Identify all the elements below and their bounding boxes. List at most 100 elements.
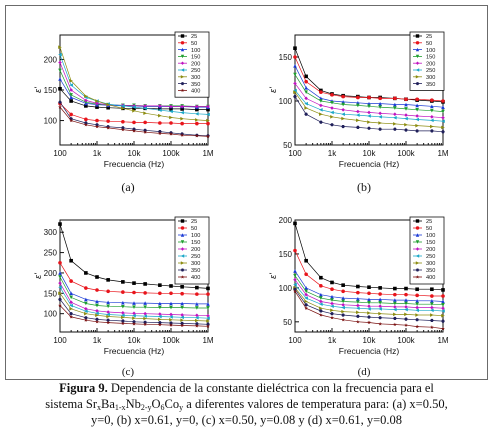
- data-point-100: [195, 302, 199, 306]
- data-point-100: [169, 301, 173, 306]
- data-point-200: [378, 111, 382, 116]
- data-point-400: [319, 313, 323, 317]
- y-tick-label: 150: [44, 289, 58, 298]
- data-point-200: [206, 104, 210, 109]
- x-tick-label: 1M: [437, 149, 448, 158]
- legend-label: 200: [426, 61, 435, 67]
- data-point-300: [69, 79, 73, 83]
- x-tick-label: 1M: [202, 336, 213, 345]
- data-point-300: [319, 306, 323, 311]
- data-point-100: [293, 64, 297, 68]
- data-point-400: [330, 315, 334, 320]
- data-point-250: [69, 303, 73, 308]
- data-point-200: [132, 311, 136, 316]
- legend-label: 100: [191, 233, 200, 239]
- data-point-200: [415, 114, 419, 118]
- data-point-25: [58, 222, 62, 226]
- data-point-150: [319, 99, 323, 103]
- data-point-25: [132, 281, 136, 285]
- y-axis-label: ε': [33, 273, 43, 279]
- x-tick-label: 1k: [328, 149, 337, 158]
- data-point-25: [206, 107, 210, 112]
- legend-marker: [180, 254, 185, 258]
- data-point-50: [293, 55, 297, 59]
- x-tick-label: 100: [288, 336, 302, 345]
- data-point-350: [430, 129, 434, 133]
- data-point-100: [132, 301, 136, 305]
- data-point-400: [169, 132, 173, 136]
- data-point-300: [121, 106, 125, 111]
- legend-label: 50: [426, 226, 432, 232]
- data-point-250: [356, 306, 360, 311]
- data-point-200: [404, 113, 408, 117]
- legend-box: [409, 31, 445, 91]
- y-tick-label: 150: [279, 250, 293, 259]
- x-tick-label: 10k: [128, 149, 142, 158]
- legend-marker: [180, 54, 185, 59]
- data-point-100: [378, 101, 382, 106]
- panel-label-c: (c): [121, 366, 135, 378]
- data-point-150: [393, 106, 397, 110]
- data-point-25: [132, 106, 136, 111]
- legend-label: 400: [191, 275, 200, 281]
- data-point-150: [356, 300, 360, 304]
- legend-box: [174, 216, 210, 285]
- data-point-200: [206, 313, 210, 318]
- data-point-200: [58, 281, 62, 285]
- data-point-150: [415, 108, 419, 112]
- data-point-150: [121, 304, 125, 309]
- data-point-350: [356, 125, 360, 129]
- data-point-25: [393, 286, 397, 291]
- data-point-25: [106, 278, 110, 282]
- data-point-400: [69, 315, 73, 319]
- data-point-50: [330, 93, 334, 97]
- data-point-150: [158, 305, 162, 310]
- data-point-350: [69, 312, 73, 316]
- data-point-100: [293, 269, 297, 273]
- data-point-200: [169, 104, 173, 109]
- data-point-300: [404, 122, 408, 127]
- legend-marker: [415, 254, 420, 258]
- data-point-150: [378, 105, 382, 109]
- legend-marker: [415, 226, 420, 230]
- data-point-250: [304, 101, 308, 106]
- legend-marker: [415, 247, 420, 251]
- data-point-200: [367, 110, 371, 115]
- data-point-400: [356, 319, 360, 324]
- data-point-250: [393, 307, 397, 312]
- data-point-250: [195, 315, 199, 320]
- data-point-100: [367, 297, 371, 302]
- data-point-50: [169, 121, 173, 125]
- legend-label: 350: [191, 268, 200, 274]
- y-tick-label: 200: [44, 269, 58, 278]
- legend-marker: [180, 219, 185, 223]
- data-point-300: [319, 112, 323, 116]
- data-point-400: [195, 133, 199, 138]
- x-axis-label: Frecuencia (Hz): [104, 346, 165, 356]
- data-point-50: [367, 95, 371, 100]
- data-point-250: [415, 308, 419, 313]
- data-point-350: [95, 317, 99, 321]
- data-point-50: [121, 290, 125, 294]
- data-point-350: [393, 127, 397, 131]
- x-tick-label: 100: [53, 149, 67, 158]
- data-point-50: [84, 286, 88, 290]
- data-point-250: [430, 118, 434, 123]
- data-point-250: [195, 112, 199, 116]
- legend-marker: [415, 34, 420, 38]
- data-point-25: [95, 275, 99, 279]
- data-point-400: [195, 323, 199, 328]
- data-point-50: [393, 96, 397, 101]
- data-point-250: [69, 83, 73, 87]
- data-point-200: [319, 103, 323, 108]
- data-point-200: [341, 108, 345, 112]
- data-point-25: [158, 107, 162, 111]
- legend-label: 150: [426, 55, 435, 61]
- caption-sub-1x: 1-x: [114, 403, 126, 412]
- x-tick-label: 100k: [397, 149, 415, 158]
- data-point-50: [415, 293, 419, 298]
- data-point-25: [84, 271, 88, 275]
- data-point-250: [121, 313, 125, 318]
- x-tick-label: 1M: [437, 336, 448, 345]
